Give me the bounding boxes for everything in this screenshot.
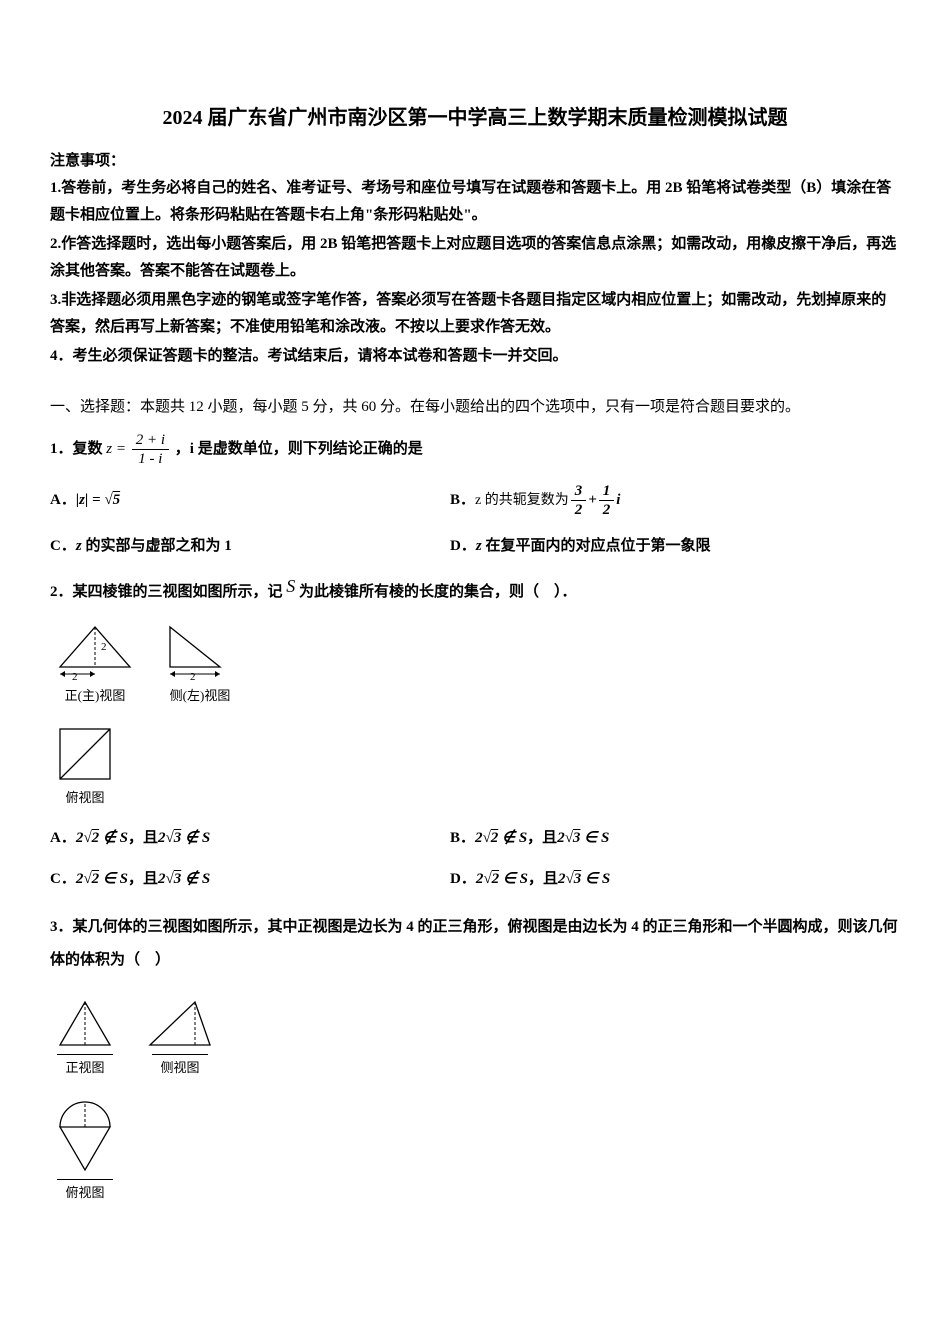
q2-front-view-label: 正(主)视图	[65, 684, 126, 707]
q2-top-view: 俯视图	[50, 724, 120, 809]
q2-prefix: 2．某四棱锥的三视图如图所示，记	[50, 584, 283, 600]
q1-optB-frac1-den: 2	[571, 501, 587, 519]
q1-frac-den: 1 - i	[132, 450, 169, 468]
q3-front-view-svg	[50, 997, 120, 1052]
q1-frac-num: 2 + i	[132, 431, 169, 450]
q2-diagrams-row-2: 俯视图	[50, 724, 900, 809]
exam-title: 2024 届广东省广州市南沙区第一中学高三上数学期末质量检测模拟试题	[50, 100, 900, 136]
instruction-2: 2.作答选择题时，选出每小题答案后，用 2B 铅笔把答题卡上对应题目选项的答案信…	[50, 231, 900, 285]
q2-optC-join: ，且	[128, 866, 158, 893]
q3-side-view-label: 侧视图	[152, 1054, 207, 1080]
q1-optB-prefix: z 的共轭复数为	[475, 488, 569, 513]
q1-options-row-2: C． z 的实部与虚部之和为 1 D． z 在复平面内的对应点位于第一象限	[50, 533, 900, 560]
q1-fraction: 2 + i 1 - i	[132, 431, 169, 468]
q2-side-view: 2 侧(左)视图	[160, 622, 240, 707]
q2-optC-label: C．	[50, 866, 76, 893]
q1-option-d: D． z 在复平面内的对应点位于第一象限	[450, 533, 850, 560]
q2-optA-join: ，且	[128, 825, 158, 852]
q2-S: S	[286, 576, 295, 596]
q3-text: 3．某几何体的三视图如图所示，其中正视图是边长为 4 的正三角形，俯视图是由边长…	[50, 919, 898, 968]
q2-front-view-svg: 2 2	[50, 622, 140, 682]
q3-front-view-label: 正视图	[57, 1054, 112, 1080]
svg-text:2: 2	[101, 641, 107, 653]
question-1: 1．复数 z = 2 + i 1 - i ，i 是虚数单位，则下列结论正确的是	[50, 431, 900, 468]
q2-options-row-1: A． 2√2 ∉ S ，且 2√3 ∉ S B． 2√2 ∉ S ，且 2√3 …	[50, 825, 900, 852]
q2-optD-label: D．	[450, 866, 476, 893]
q1-z-eq: z =	[106, 441, 126, 457]
q2-optB-join: ，且	[527, 825, 557, 852]
q2-options-row-2: C． 2√2 ∈ S ，且 2√3 ∉ S D． 2√2 ∈ S ，且 2√3 …	[50, 866, 900, 893]
q3-diagrams-row-1: 正视图 侧视图	[50, 997, 900, 1080]
instruction-4: 4．考生必须保证答题卡的整洁。考试结束后，请将本试卷和答题卡一并交回。	[50, 343, 900, 370]
q3-front-view: 正视图	[50, 997, 120, 1080]
q2-optA-p1: 2√2 ∉ S	[76, 825, 128, 852]
q3-side-view: 侧视图	[140, 997, 220, 1080]
q1-optB-plus: +	[588, 487, 597, 514]
svg-text:2: 2	[190, 671, 196, 682]
q1-suffix: ，i 是虚数单位，则下列结论正确的是	[175, 441, 423, 457]
q1-option-b: B． z 的共轭复数为 3 2 + 1 2 i	[450, 482, 850, 519]
q1-optA-text: |z| = √5	[76, 487, 120, 514]
q2-optA-label: A．	[50, 825, 76, 852]
q1-option-c: C． z 的实部与虚部之和为 1	[50, 533, 450, 560]
q2-optC-p1: 2√2 ∈ S	[76, 866, 128, 893]
q1-prefix: 1．复数	[50, 441, 103, 457]
instruction-1: 1.答卷前，考生务必将自己的姓名、准考证号、考场号和座位号填写在试题卷和答题卡上…	[50, 175, 900, 229]
q1-optB-label: B．	[450, 487, 475, 514]
q2-top-view-label: 俯视图	[65, 786, 104, 809]
svg-text:2: 2	[72, 671, 78, 682]
q2-side-view-svg: 2	[160, 622, 240, 682]
q1-optB-frac1: 3 2	[571, 482, 587, 519]
q2-optD-p1: 2√2 ∈ S	[476, 866, 528, 893]
q2-optC-p2: 2√3 ∉ S	[158, 866, 210, 893]
q2-option-a: A． 2√2 ∉ S ，且 2√3 ∉ S	[50, 825, 450, 852]
question-3: 3．某几何体的三视图如图所示，其中正视图是边长为 4 的正三角形，俯视图是由边长…	[50, 911, 900, 977]
q1-optB-frac2: 1 2	[599, 482, 615, 519]
q2-option-d: D． 2√2 ∈ S ，且 2√3 ∈ S	[450, 866, 850, 893]
q2-option-c: C． 2√2 ∈ S ，且 2√3 ∉ S	[50, 866, 450, 893]
q1-optC-text: 的实部与虚部之和为 1	[82, 533, 232, 560]
q2-optB-label: B．	[450, 825, 475, 852]
q2-diagrams-row-1: 2 2 正(主)视图 2 侧(左)视图	[50, 622, 900, 707]
instruction-3: 3.非选择题必须用黑色字迹的钢笔或签字笔作答，答案必须写在答题卡各题目指定区域内…	[50, 287, 900, 341]
q1-optB-i: i	[616, 487, 620, 514]
q1-optA-label: A．	[50, 487, 76, 514]
q2-front-view: 2 2 正(主)视图	[50, 622, 140, 707]
q2-side-view-label: 侧(左)视图	[170, 684, 231, 707]
q1-options-row-1: A． |z| = √5 B． z 的共轭复数为 3 2 + 1 2 i	[50, 482, 900, 519]
q3-top-view: 俯视图	[50, 1097, 120, 1205]
q2-option-b: B． 2√2 ∉ S ，且 2√3 ∈ S	[450, 825, 850, 852]
q2-optA-p2: 2√3 ∉ S	[158, 825, 210, 852]
q3-side-view-svg	[140, 997, 220, 1052]
section-1-title: 一、选择题：本题共 12 小题，每小题 5 分，共 60 分。在每小题给出的四个…	[50, 394, 900, 421]
q1-optB-frac2-num: 1	[599, 482, 615, 501]
q1-optC-label: C．	[50, 533, 76, 560]
notice-header: 注意事项：	[50, 148, 900, 175]
q2-optD-join: ，且	[528, 866, 558, 893]
q1-optD-label: D．	[450, 533, 476, 560]
q2-optB-p1: 2√2 ∉ S	[475, 825, 527, 852]
q2-top-view-svg	[50, 724, 120, 784]
q3-top-view-label: 俯视图	[57, 1179, 112, 1205]
question-2: 2．某四棱锥的三视图如图所示，记 S 为此棱锥所有棱的长度的集合，则（ ）．	[50, 574, 900, 606]
q3-diagrams-row-2: 俯视图	[50, 1097, 900, 1205]
q1-optD-text: 在复平面内的对应点位于第一象限	[482, 533, 711, 560]
q2-optD-p2: 2√3 ∈ S	[558, 866, 610, 893]
q1-optB-frac2-den: 2	[599, 501, 615, 519]
q1-option-a: A． |z| = √5	[50, 482, 450, 519]
q3-top-view-svg	[50, 1097, 120, 1177]
q1-optB-frac1-num: 3	[571, 482, 587, 501]
q2-optB-p2: 2√3 ∈ S	[557, 825, 609, 852]
q2-suffix: 为此棱锥所有棱的长度的集合，则（ ）．	[299, 584, 577, 600]
